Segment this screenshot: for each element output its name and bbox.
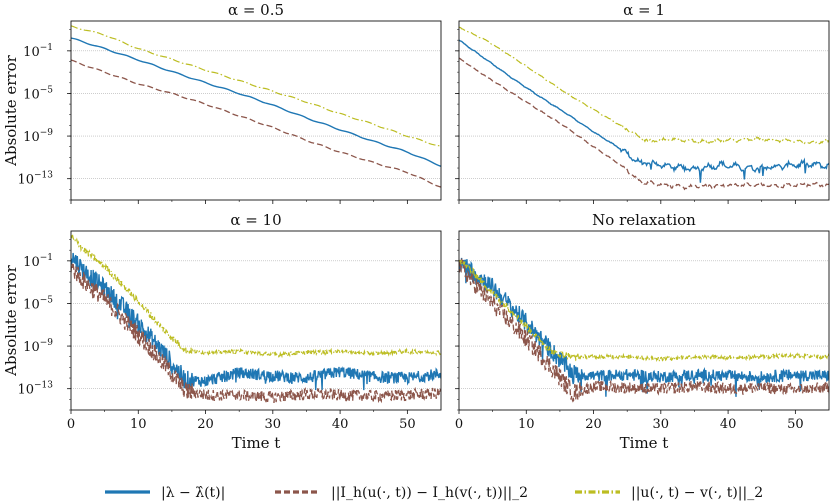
series-line-dashed xyxy=(459,258,829,403)
series-line-solid xyxy=(71,252,441,391)
panel-title: α = 10 xyxy=(230,211,281,229)
x-tick-label: 50 xyxy=(399,417,416,432)
series-line-solid xyxy=(459,39,829,183)
x-tick-label: 10 xyxy=(130,417,147,432)
x-tick-label: 40 xyxy=(720,417,737,432)
panel-4: 0 10 20 30 40 50 No relaxation Time t xyxy=(455,211,830,452)
legend-label: ||u(·, t) − v(·, t)||_2 xyxy=(631,485,763,501)
series-line-dashdot xyxy=(71,234,441,359)
y-axis-label: Absolute error xyxy=(2,264,20,377)
y-tick-label: 10−1 xyxy=(23,253,53,270)
x-tick-label: 20 xyxy=(585,417,602,432)
axes-frame xyxy=(70,230,442,411)
x-tick-label: 50 xyxy=(787,417,804,432)
y-tick-label: 10−13 xyxy=(17,381,53,398)
series-line-dashdot xyxy=(459,259,829,362)
x-tick-label: 40 xyxy=(332,417,349,432)
y-tick-label: 10−1 xyxy=(23,43,53,60)
panel-title: α = 0.5 xyxy=(228,1,284,19)
series-line-dashdot xyxy=(459,26,829,145)
panel-title: No relaxation xyxy=(592,211,696,229)
x-tick-label: 10 xyxy=(518,417,535,432)
series-line-dashed xyxy=(71,59,441,188)
legend: |λ − λ̂(t)| ||I_h(u(·, t)) − I_h(v(·, t))… xyxy=(105,485,763,501)
series-line-dashdot xyxy=(71,25,441,147)
panel-2: α = 1 xyxy=(455,1,830,204)
panel-3: 0 10 20 30 40 50 10−1 10−5 10−9 10−13 α = 10 Time t… xyxy=(2,211,442,452)
legend-label: ||I_h(u(·, t)) − I_h(v(·, t))||_2 xyxy=(331,485,528,501)
y-tick-label: 10−5 xyxy=(23,85,53,102)
panel-title: α = 1 xyxy=(623,1,665,19)
axes-frame xyxy=(458,20,830,201)
x-axis-label: Time t xyxy=(620,434,669,452)
x-tick-label: 30 xyxy=(653,417,670,432)
legend-label: |λ − λ̂(t)| xyxy=(161,485,225,501)
y-tick-label: 10−13 xyxy=(17,171,53,188)
series-line-dashed xyxy=(459,57,829,191)
panel-1: 10−1 10−5 10−9 10−13 α = 0.5 Absolute error xyxy=(2,1,442,204)
series-line-dashed xyxy=(71,263,441,404)
y-tick-label: 10−9 xyxy=(23,338,53,355)
axes-frame xyxy=(70,20,442,201)
series-line-solid xyxy=(459,257,829,397)
x-tick-label: 0 xyxy=(455,417,463,432)
x-tick-label: 30 xyxy=(265,417,282,432)
x-axis-label: Time t xyxy=(232,434,281,452)
x-tick-label: 0 xyxy=(67,417,75,432)
y-axis-label: Absolute error xyxy=(2,54,20,167)
x-tick-label: 20 xyxy=(197,417,214,432)
axes-frame xyxy=(458,230,830,411)
y-tick-label: 10−9 xyxy=(23,128,53,145)
y-tick-label: 10−5 xyxy=(23,295,53,312)
series-line-solid xyxy=(71,37,441,167)
